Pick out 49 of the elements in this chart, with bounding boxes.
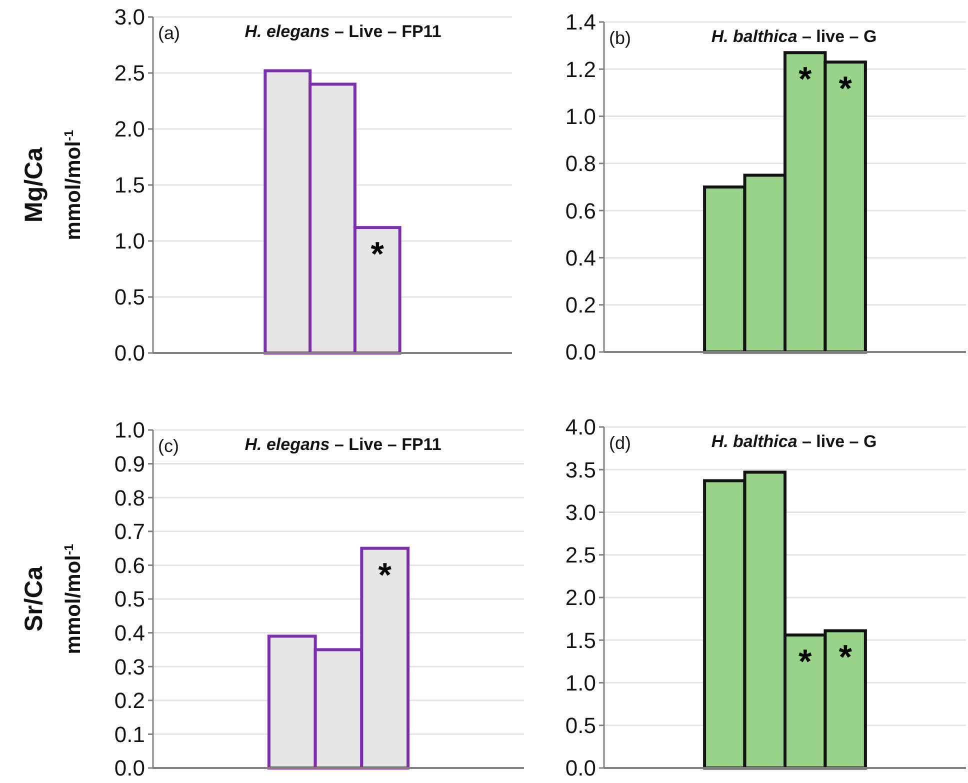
y-tick-label: 0.5 bbox=[114, 586, 145, 612]
y-tick-label: 0.9 bbox=[114, 452, 145, 476]
data-label: * bbox=[838, 70, 853, 108]
y-tick-label: 1.2 bbox=[565, 56, 596, 82]
y-tick-label: 0.6 bbox=[565, 198, 596, 224]
data-label: * bbox=[798, 60, 812, 99]
data-label: * bbox=[378, 556, 392, 594]
y-tick-label: 0.5 bbox=[565, 713, 596, 738]
chart-title: H. balthica – live – G bbox=[711, 432, 877, 451]
y-tick-label: 0.0 bbox=[114, 756, 145, 781]
y-tick-label: 2.0 bbox=[565, 585, 596, 610]
y-tick-label: 3.0 bbox=[565, 500, 596, 525]
y-tick-label: 0.8 bbox=[565, 151, 596, 176]
y-tick-label: 1.4 bbox=[565, 10, 596, 35]
y-tick-label: 0.3 bbox=[114, 654, 145, 680]
data-label: * bbox=[370, 236, 385, 274]
y-tick-label: 0.4 bbox=[565, 245, 596, 270]
text: (c) bbox=[158, 436, 179, 456]
y-tick-label: 0.2 bbox=[114, 688, 145, 714]
y-tick-label: 0.6 bbox=[114, 552, 145, 578]
y-tick-label: 0.0 bbox=[565, 756, 596, 781]
chart-title: H. elegans – Live – FP11 bbox=[244, 435, 442, 454]
y-tick-label: 0.7 bbox=[114, 519, 145, 544]
y-tick-label: 1.0 bbox=[565, 670, 596, 696]
y-tick-label: 2.0 bbox=[114, 116, 145, 142]
y-tick-label: 4.0 bbox=[565, 414, 596, 440]
text: (b) bbox=[609, 28, 631, 48]
text: (a) bbox=[158, 23, 180, 43]
y-tick-label: 0.8 bbox=[114, 485, 145, 510]
data-label: * bbox=[798, 643, 812, 682]
chart-title: H. elegans – Live – FP11 bbox=[244, 22, 442, 41]
y-tick-label: 1.5 bbox=[565, 628, 596, 653]
data-label: * bbox=[838, 638, 853, 677]
y-tick-label: 3.0 bbox=[114, 4, 145, 30]
y-tick-label: 2.5 bbox=[565, 542, 596, 568]
text: (d) bbox=[609, 433, 631, 453]
y-tick-label: 0.1 bbox=[114, 722, 145, 747]
y-tick-label: 1.0 bbox=[565, 104, 596, 129]
y-tick-label: 0.5 bbox=[114, 284, 145, 310]
y-tick-label: 1.0 bbox=[114, 228, 145, 254]
y-tick-label: 0.2 bbox=[565, 292, 596, 318]
y-tick-label: 0.4 bbox=[114, 620, 145, 646]
y-tick-label: 2.5 bbox=[114, 60, 145, 86]
y-tick-label: 3.5 bbox=[565, 457, 596, 482]
chart-title: H. balthica – live – G bbox=[711, 27, 877, 46]
y-tick-label: 0.0 bbox=[114, 340, 145, 366]
y-tick-label: 1.0 bbox=[114, 418, 145, 443]
y-tick-label: 0.0 bbox=[565, 340, 596, 365]
y-tick-label: 1.5 bbox=[114, 172, 145, 198]
